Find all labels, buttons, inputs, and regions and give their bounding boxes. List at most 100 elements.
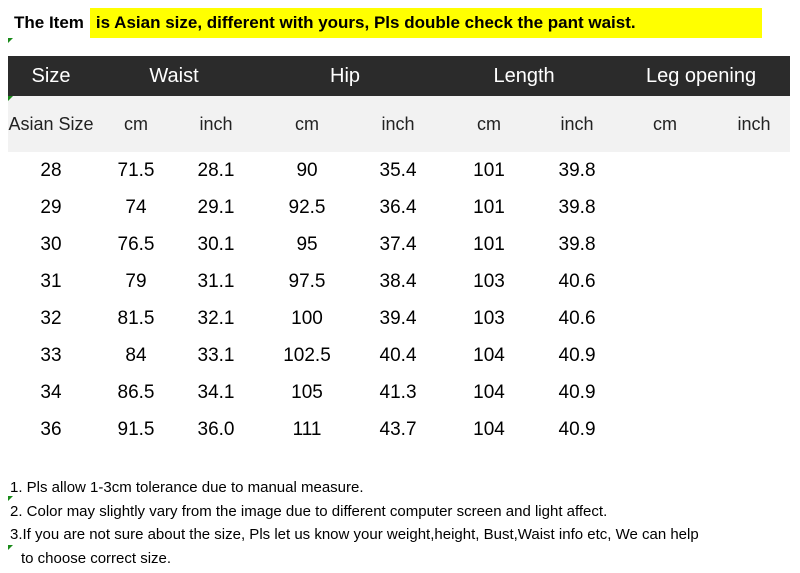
unit-cell: inch <box>178 96 255 152</box>
measure-cell: 101 <box>473 196 505 218</box>
unit-cell: inch <box>360 96 437 152</box>
measure-cell: 40.6 <box>558 270 596 292</box>
table-row: 29 74 29.1 92.5 36.4 101 39.8 <box>8 189 790 226</box>
measure-cell <box>718 411 790 448</box>
table-row: 31 79 31.1 97.5 38.4 103 40.6 <box>8 263 790 300</box>
measure-cell: 38.4 <box>379 270 417 292</box>
cell-comment-marker <box>8 38 13 43</box>
measure-cell <box>718 226 790 263</box>
notes-section: 1. Pls allow 1-3cm tolerance due to manu… <box>10 476 790 570</box>
measure-cell: 39.8 <box>558 159 596 181</box>
table-row: 30 76.5 30.1 95 37.4 101 39.8 <box>8 226 790 263</box>
measure-cell: 41.3 <box>379 381 417 403</box>
cell-comment-marker <box>8 96 13 101</box>
unit-cell: cm <box>254 96 361 152</box>
measure-cell: 76.5 <box>117 233 155 255</box>
title-prefix: The Item <box>8 8 90 38</box>
size-cell: 33 <box>40 344 62 366</box>
size-cell: 30 <box>40 233 62 255</box>
unit-cell: inch <box>542 96 613 152</box>
unit-cell: inch <box>718 96 791 152</box>
measure-cell: 32.1 <box>197 307 235 329</box>
measure-cell <box>718 263 790 300</box>
size-cell: 29 <box>40 196 62 218</box>
table-row: 36 91.5 36.0 111 43.7 104 40.9 <box>8 411 790 448</box>
cell-comment-marker <box>8 496 13 501</box>
measure-cell <box>612 226 718 263</box>
title-warning-highlight: is Asian size, different with yours, Pls… <box>89 8 762 38</box>
measure-cell: 36.4 <box>379 196 417 218</box>
measure-cell <box>612 300 718 337</box>
measure-cell: 100 <box>291 307 323 329</box>
note-1: 1. Pls allow 1-3cm tolerance due to manu… <box>10 479 364 496</box>
measure-cell <box>612 152 718 189</box>
header-hip: Hip <box>254 56 437 96</box>
measure-cell: 43.7 <box>379 418 417 440</box>
measure-cell: 103 <box>473 307 505 329</box>
measure-cell <box>718 300 790 337</box>
unit-row: Asian Size cm inch cm inch cm inch cm in… <box>8 96 791 152</box>
measure-cell <box>718 189 790 226</box>
measure-cell: 40.6 <box>558 307 596 329</box>
measure-cell: 37.4 <box>379 233 417 255</box>
measure-cell: 97.5 <box>288 270 326 292</box>
measure-cell: 84 <box>125 344 147 366</box>
title-banner: The Item is Asian size, different with y… <box>8 8 762 38</box>
measure-cell <box>612 374 718 411</box>
measure-cell: 71.5 <box>117 159 155 181</box>
measure-cell: 90 <box>296 159 318 181</box>
size-cell: 32 <box>40 307 62 329</box>
measure-cell: 34.1 <box>197 381 235 403</box>
measure-cell: 102.5 <box>283 344 331 366</box>
measure-cell: 92.5 <box>288 196 326 218</box>
measure-cell: 111 <box>292 418 322 440</box>
measure-cell: 40.9 <box>558 381 596 403</box>
size-cell: 34 <box>40 381 62 403</box>
size-cell: 36 <box>40 418 62 440</box>
measure-cell: 39.4 <box>379 307 417 329</box>
note-2: 2. Color may slightly vary from the imag… <box>10 502 608 520</box>
measure-cell <box>718 337 790 374</box>
size-chart-table: Size Waist Hip Length Leg opening Asian … <box>8 56 791 448</box>
measure-cell <box>612 411 718 448</box>
measure-cell: 95 <box>296 233 318 255</box>
unit-cell: cm <box>612 96 719 152</box>
measure-cell: 91.5 <box>117 418 155 440</box>
measure-cell: 40.9 <box>558 344 596 366</box>
size-cell: 31 <box>40 270 62 292</box>
measure-cell: 104 <box>473 418 505 440</box>
measure-cell <box>612 337 718 374</box>
measure-cell: 103 <box>473 270 505 292</box>
table-row: 32 81.5 32.1 100 39.4 103 40.6 <box>8 300 790 337</box>
measure-cell: 86.5 <box>117 381 155 403</box>
note-3-continued: to choose correct size. <box>21 549 172 567</box>
measure-cell: 36.0 <box>197 418 235 440</box>
measure-cell: 39.8 <box>558 196 596 218</box>
measure-cell <box>718 152 790 189</box>
measure-cell: 74 <box>125 196 147 218</box>
measure-cell: 40.4 <box>379 344 417 366</box>
unit-cell: cm <box>94 96 178 152</box>
header-row: Size Waist Hip Length Leg opening <box>8 56 791 96</box>
measure-cell <box>612 263 718 300</box>
header-leg-opening: Leg opening <box>612 56 791 96</box>
header-length: Length <box>436 56 613 96</box>
measure-cell <box>612 189 718 226</box>
asian-size-label: Asian Size <box>8 96 94 152</box>
measure-cell: 101 <box>473 233 505 255</box>
measure-cell: 29.1 <box>197 196 235 218</box>
measure-cell: 104 <box>473 381 505 403</box>
measure-cell: 31.1 <box>197 270 235 292</box>
measure-cell: 39.8 <box>558 233 596 255</box>
measure-cell <box>718 374 790 411</box>
size-rows: 28 71.5 28.1 90 35.4 101 39.8 29 74 29.1 92.5 36.4 1… <box>8 152 790 448</box>
measure-cell: 101 <box>473 159 505 181</box>
measure-cell: 79 <box>125 270 147 292</box>
note-3: 3.If you are not sure about the size, Pl… <box>10 526 699 543</box>
table-row: 28 71.5 28.1 90 35.4 101 39.8 <box>8 152 790 189</box>
unit-cell: cm <box>436 96 543 152</box>
header-size: Size <box>8 56 94 96</box>
measure-cell: 30.1 <box>197 233 235 255</box>
measure-cell: 105 <box>291 381 323 403</box>
measure-cell: 40.9 <box>558 418 596 440</box>
